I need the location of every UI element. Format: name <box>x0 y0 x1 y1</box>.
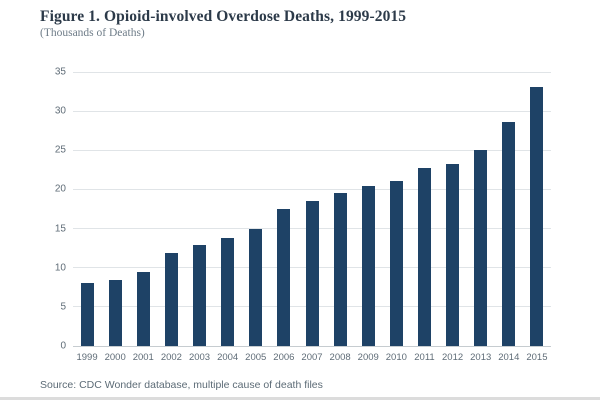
x-axis-tick-label: 2013 <box>470 352 492 363</box>
bar-2012 <box>446 164 460 346</box>
gridline <box>73 71 551 73</box>
source-note: Source: CDC Wonder database, multiple ca… <box>40 379 323 391</box>
x-axis-tick-label: 2007 <box>301 352 323 363</box>
bar-2006 <box>277 209 291 346</box>
bar-2008 <box>333 192 347 346</box>
y-axis-tick-label: 15 <box>54 223 66 235</box>
bar-2002 <box>164 252 178 346</box>
figure-title: Figure 1. Opioid-involved Overdose Death… <box>40 8 407 25</box>
x-axis-tick-label: 2004 <box>217 352 239 363</box>
x-axis-tick-label: 2005 <box>245 352 267 363</box>
y-axis-tick-label: 25 <box>54 144 66 156</box>
y-axis-tick-label: 0 <box>60 340 66 352</box>
gridline <box>73 188 551 190</box>
bar-chart-plot-area: 0 5 10 15 20 25 30 35 1999 2000 2001 2002 2003 2004 20… <box>55 67 551 363</box>
x-axis-tick-label: 2012 <box>442 352 464 363</box>
x-axis-tick-label: 2010 <box>385 352 407 363</box>
bar-2013 <box>474 149 488 346</box>
gridline <box>73 149 551 151</box>
x-axis-tick-label: 2011 <box>414 352 435 363</box>
bar-2010 <box>389 180 403 346</box>
x-axis-tick-label: 2003 <box>188 352 211 363</box>
bar-2015 <box>530 86 544 346</box>
x-axis-tick-label: 2015 <box>526 352 548 363</box>
bar-2005 <box>249 229 263 346</box>
x-axis-tick-label: 2014 <box>498 352 520 363</box>
bar-2004 <box>221 237 235 346</box>
bar-2007 <box>305 201 319 346</box>
gridline <box>73 110 551 112</box>
y-axis-tick-label: 10 <box>54 262 66 274</box>
x-axis-tick-label: 2002 <box>160 352 182 363</box>
y-axis-tick-label: 30 <box>54 105 66 117</box>
figure-subtitle: (Thousands of Deaths) <box>40 27 145 39</box>
y-axis-tick-label: 20 <box>54 183 66 195</box>
bar-2014 <box>502 122 516 346</box>
x-axis-baseline <box>73 345 551 347</box>
bar-2003 <box>193 245 207 346</box>
bar-1999 <box>80 282 94 346</box>
bar-2009 <box>361 186 375 346</box>
bar-2011 <box>417 167 431 346</box>
x-axis-tick-label: 2009 <box>357 352 379 363</box>
x-axis-tick-label: 2006 <box>273 352 295 363</box>
y-axis-tick-label: 5 <box>60 301 66 313</box>
y-axis-tick-label: 35 <box>54 66 66 78</box>
bar-2001 <box>136 271 150 346</box>
x-axis-tick-label: 1999 <box>76 352 98 363</box>
x-axis-tick-label: 2001 <box>132 352 154 363</box>
bar-2000 <box>108 280 122 346</box>
x-axis-tick-label: 2008 <box>329 352 351 363</box>
x-axis-tick-label: 2000 <box>104 352 126 363</box>
